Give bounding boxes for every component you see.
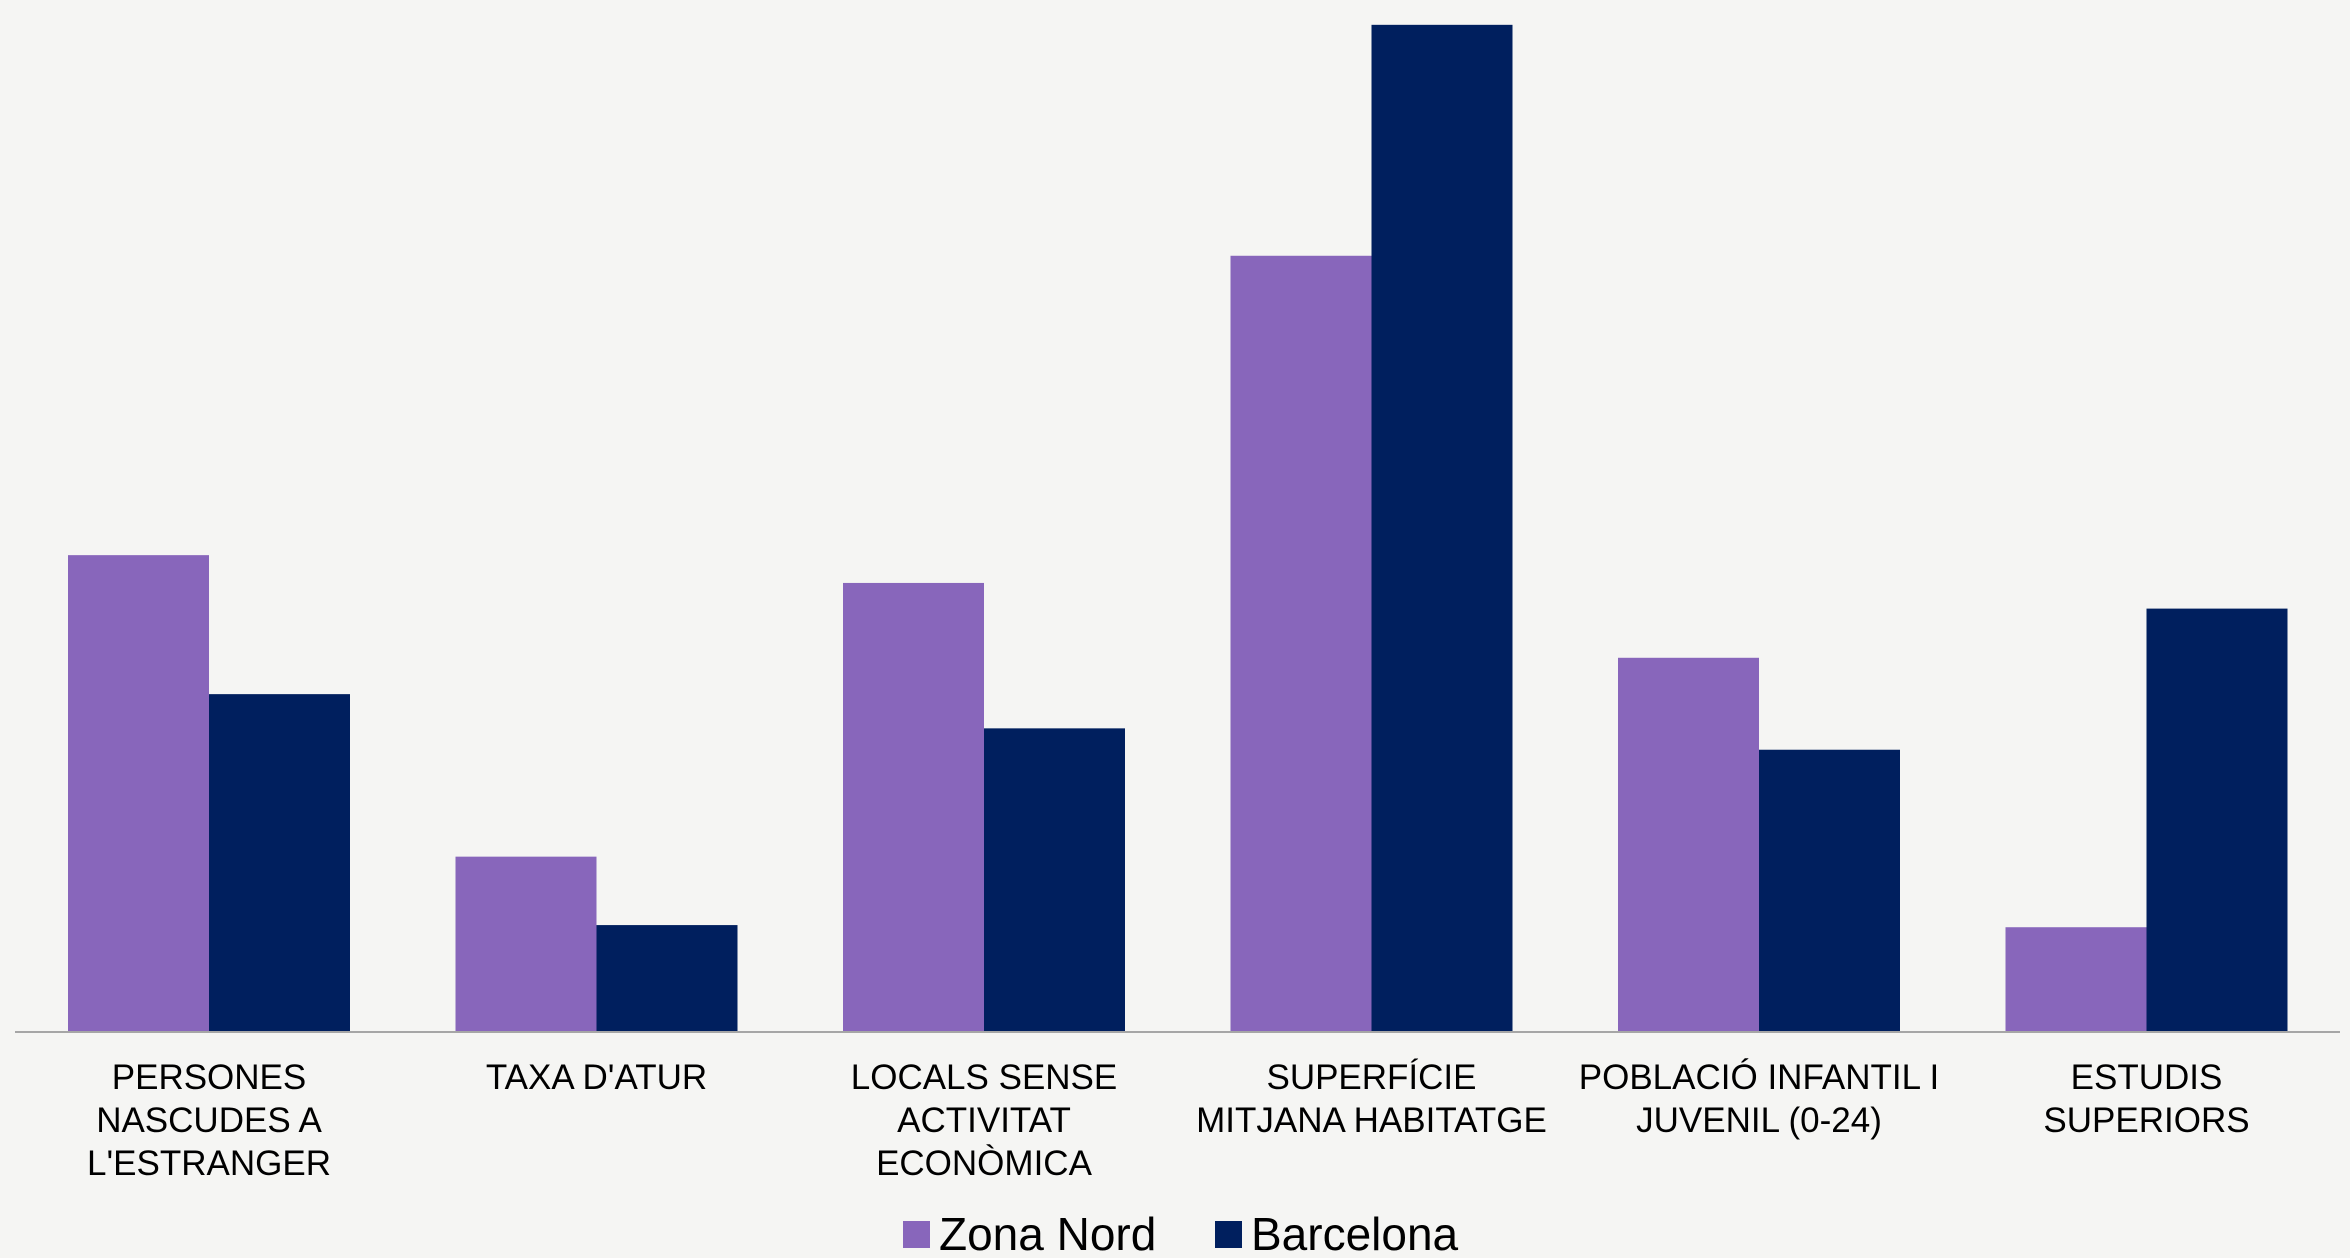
x-tick-label: TAXA D'ATUR <box>486 1058 707 1097</box>
bar-barcelona-5 <box>2146 608 2288 1032</box>
x-tick-label-line: TAXA D'ATUR <box>486 1058 707 1097</box>
x-tick-labels: PERSONES NASCUDES A L'ESTRANGER TAXA D'ATUR… <box>87 1058 2250 1183</box>
bar-barcelona-0 <box>209 694 350 1032</box>
x-tick-label-line: LOCALS SENSE <box>851 1058 1118 1097</box>
x-tick-label-line: L'ESTRANGER <box>87 1144 331 1183</box>
x-tick-label: PERSONES NASCUDES A L'ESTRANGER <box>87 1058 331 1183</box>
x-tick-label-line: SUPERIORS <box>2043 1101 2249 1140</box>
bar-zona-nord-3 <box>1230 255 1372 1033</box>
bar-barcelona-3 <box>1371 24 1513 1032</box>
legend-label-barcelona: Barcelona <box>1251 1208 1459 1258</box>
x-tick-label-line: PERSONES <box>112 1058 307 1097</box>
legend-label-zona-nord: Zona Nord <box>939 1208 1156 1258</box>
x-tick-label-line: POBLACIÓ INFANTIL I <box>1579 1058 1939 1097</box>
legend-swatch-barcelona <box>1215 1221 1242 1248</box>
x-tick-label-line: ECONÒMICA <box>876 1144 1093 1183</box>
x-tick-label: POBLACIÓ INFANTIL I JUVENIL (0-24) <box>1579 1058 1939 1140</box>
bars-group <box>68 24 2288 1033</box>
x-tick-label: LOCALS SENSE ACTIVITAT ECONÒMICA <box>851 1058 1118 1183</box>
x-tick-label-line: ACTIVITAT <box>897 1101 1071 1140</box>
bar-zona-nord-5 <box>2005 927 2147 1032</box>
x-tick-label-line: SUPERFÍCIE <box>1266 1058 1476 1097</box>
legend-swatch-zona-nord <box>903 1221 930 1248</box>
bar-zona-nord-4 <box>1618 657 1759 1032</box>
legend: Zona Nord Barcelona <box>903 1208 1459 1258</box>
x-tick-label: SUPERFÍCIE MITJANA HABITATGE <box>1196 1058 1547 1140</box>
bar-zona-nord-1 <box>455 856 597 1032</box>
x-tick-label-line: MITJANA HABITATGE <box>1196 1101 1547 1140</box>
bar-barcelona-4 <box>1759 749 1900 1032</box>
x-tick-label-line: NASCUDES A <box>96 1101 322 1140</box>
bar-zona-nord-0 <box>68 555 209 1032</box>
bar-barcelona-2 <box>984 728 1125 1032</box>
bar-zona-nord-2 <box>843 582 984 1032</box>
x-tick-label-line: JUVENIL (0-24) <box>1636 1101 1882 1140</box>
x-tick-label: ESTUDIS SUPERIORS <box>2043 1058 2249 1140</box>
bar-barcelona-1 <box>596 925 738 1032</box>
x-tick-label-line: ESTUDIS <box>2071 1058 2223 1097</box>
